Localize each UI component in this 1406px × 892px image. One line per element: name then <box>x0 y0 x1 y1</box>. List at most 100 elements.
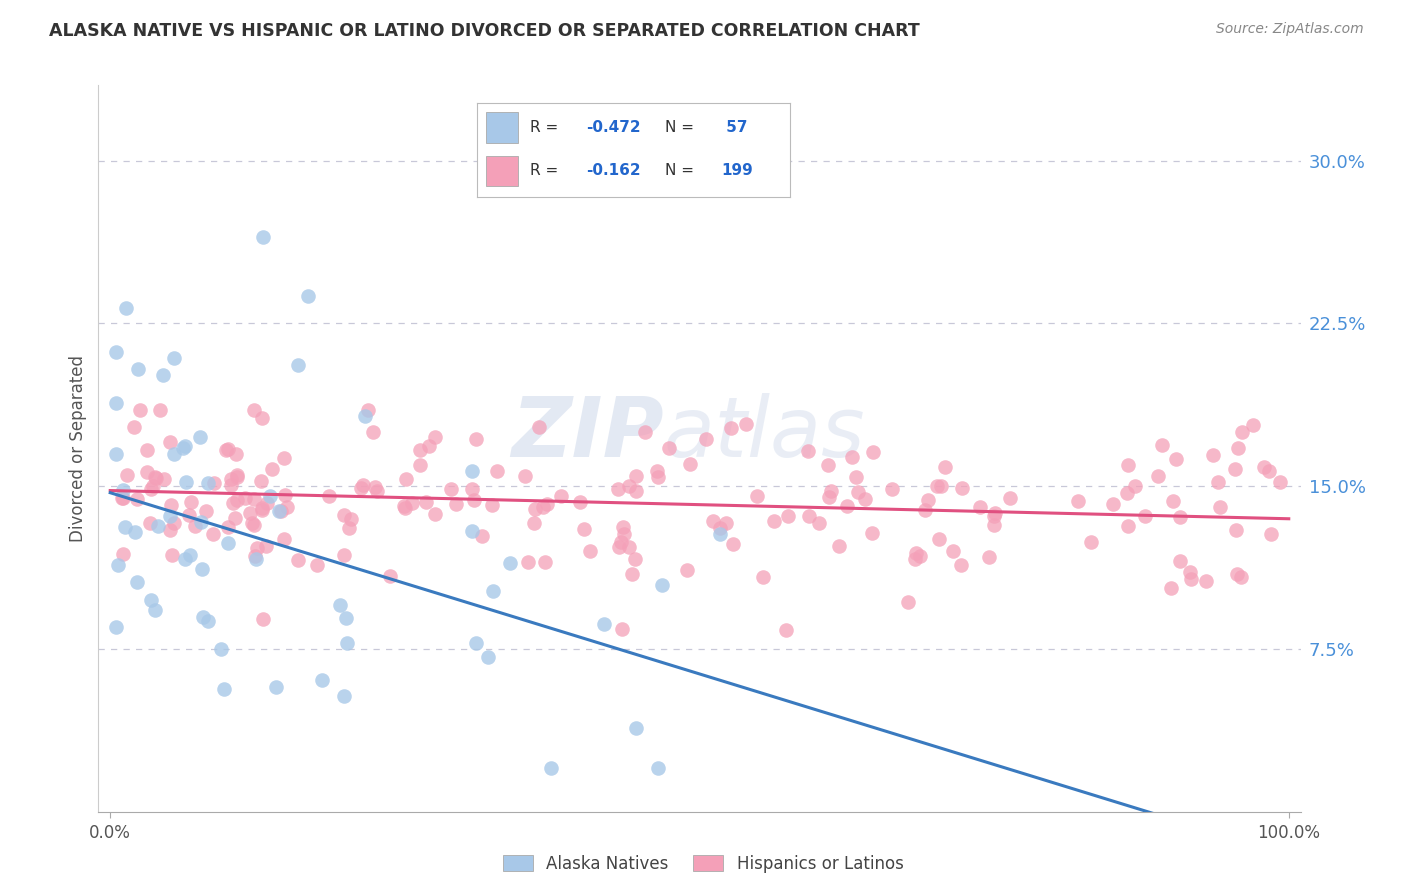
Point <box>860 526 883 541</box>
Point <box>152 472 174 486</box>
Point <box>127 362 149 376</box>
Point <box>925 479 948 493</box>
Point <box>174 475 197 490</box>
Point <box>141 593 163 607</box>
Point <box>409 458 432 472</box>
Point <box>195 504 218 518</box>
Point <box>1115 485 1137 500</box>
Point <box>129 403 152 417</box>
Point <box>446 497 468 511</box>
Point <box>380 568 402 582</box>
Point <box>897 595 920 609</box>
Point <box>174 552 197 566</box>
Point <box>225 492 247 507</box>
Point <box>621 567 644 582</box>
Point <box>531 500 554 515</box>
Point <box>287 553 309 567</box>
Point <box>647 470 669 484</box>
Point <box>243 549 266 563</box>
Point <box>593 616 616 631</box>
Point <box>357 403 380 417</box>
Point <box>111 491 134 506</box>
Point <box>146 518 169 533</box>
Point <box>613 527 636 541</box>
Point <box>273 451 295 466</box>
Point <box>817 458 839 472</box>
Point <box>914 503 936 517</box>
Point <box>124 525 146 540</box>
Point <box>1241 418 1264 433</box>
Point <box>250 411 273 425</box>
Point <box>523 516 546 530</box>
Point <box>797 509 820 524</box>
Point <box>115 301 138 315</box>
Point <box>202 475 225 490</box>
Point <box>127 575 149 590</box>
Point <box>246 541 269 556</box>
Point <box>111 547 134 561</box>
Point <box>219 472 242 486</box>
Point <box>1258 464 1281 478</box>
Point <box>252 503 274 517</box>
Point <box>252 229 274 244</box>
Point <box>908 549 931 563</box>
Point <box>751 570 773 584</box>
Point <box>917 492 939 507</box>
Point <box>395 472 418 486</box>
Point <box>846 485 869 500</box>
Point <box>465 636 488 650</box>
Point <box>952 481 974 495</box>
Point <box>401 496 423 510</box>
Point <box>409 442 432 457</box>
Point <box>983 508 1005 523</box>
Point <box>477 650 499 665</box>
Point <box>517 555 540 569</box>
Point <box>529 420 551 434</box>
Point <box>534 555 557 569</box>
Point <box>418 439 440 453</box>
Point <box>513 468 536 483</box>
Point <box>143 470 166 484</box>
Point <box>250 501 273 516</box>
Point <box>647 761 669 775</box>
Point <box>217 520 239 534</box>
Point <box>350 481 373 495</box>
Text: Source: ZipAtlas.com: Source: ZipAtlas.com <box>1216 22 1364 37</box>
Point <box>853 491 876 506</box>
Point <box>180 495 202 509</box>
Point <box>818 490 841 504</box>
Point <box>1202 449 1225 463</box>
Point <box>679 457 702 471</box>
Point <box>1146 469 1168 483</box>
Point <box>340 512 363 526</box>
Point <box>702 514 724 528</box>
Point <box>243 492 266 507</box>
Point <box>440 482 463 496</box>
Point <box>624 721 647 735</box>
Point <box>394 500 416 515</box>
Point <box>465 433 488 447</box>
Point <box>115 468 138 483</box>
Point <box>163 447 186 461</box>
Point <box>163 351 186 366</box>
Point <box>482 584 505 599</box>
Point <box>352 478 374 492</box>
Point <box>333 508 356 523</box>
Point <box>609 540 631 554</box>
Point <box>651 577 673 591</box>
Point <box>807 516 830 530</box>
Point <box>177 508 200 522</box>
Point <box>624 483 647 498</box>
Point <box>224 511 246 525</box>
Point <box>612 622 634 636</box>
Point <box>1230 425 1253 439</box>
Point <box>415 495 437 509</box>
Point <box>607 483 630 497</box>
Point <box>676 563 699 577</box>
Point <box>619 479 641 493</box>
Point <box>460 524 482 538</box>
Point <box>127 492 149 507</box>
Point <box>536 497 558 511</box>
Point <box>499 557 522 571</box>
Point <box>1195 574 1218 588</box>
